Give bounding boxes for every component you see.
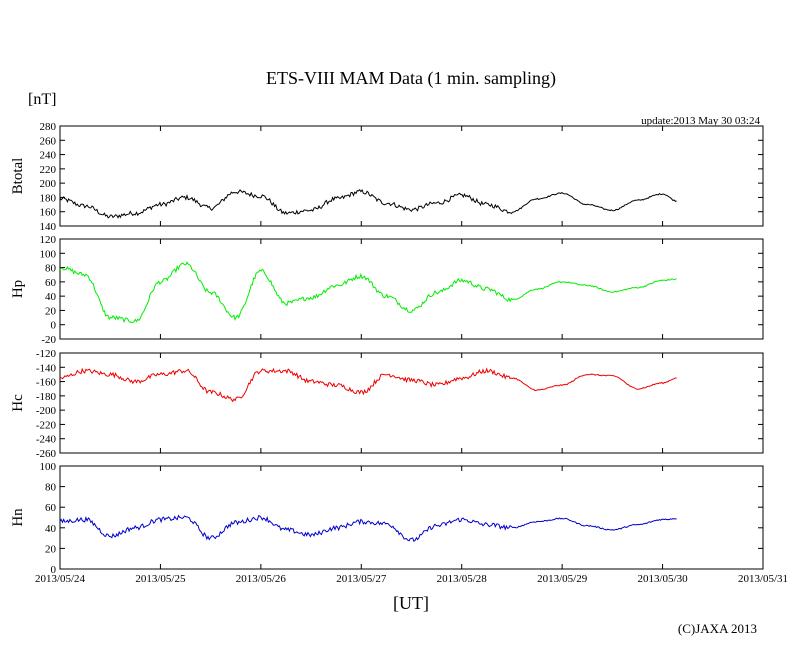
x-tick-label: 2013/05/30 — [638, 573, 689, 585]
y-tick-label: 100 — [40, 248, 57, 260]
y-tick-label: -20 — [41, 334, 56, 346]
panel-frame — [59, 352, 764, 454]
panel-frame — [59, 125, 764, 227]
y-tick-label: -120 — [36, 348, 57, 360]
x-tick-label: 2013/05/31 — [738, 573, 788, 585]
y-tick-label: 40 — [45, 523, 57, 535]
y-tick-label: -220 — [36, 419, 57, 431]
y-tick-label: 160 — [40, 207, 57, 219]
y-tick-label: -260 — [36, 448, 57, 460]
x-axis-label: [UT] — [393, 593, 429, 613]
panel-btotal: 140 160 180 200 220 240 260 280 Btotal — [10, 121, 764, 233]
panel-frame — [59, 465, 764, 570]
y-tick-label: 60 — [45, 277, 57, 289]
y-tick-label: 240 — [40, 150, 57, 162]
panel-hp: -20 0 20 40 60 80 100 120 Hp — [10, 234, 764, 346]
series-label-hp: Hp — [10, 280, 26, 298]
copyright-text: (C)JAXA 2013 — [678, 621, 757, 636]
y-tick-label: 280 — [40, 121, 57, 133]
x-tick-label: 2013/05/24 — [35, 573, 86, 585]
y-tick-label: 0 — [51, 320, 57, 332]
y-tick-label: 220 — [40, 164, 57, 176]
series-line-hn — [59, 514, 677, 542]
y-tick-label: 260 — [40, 135, 57, 147]
panel-hn: 0 20 40 60 80 100 Hn — [10, 461, 764, 576]
y-tick-label: 180 — [40, 192, 57, 204]
y-tick-label: 80 — [45, 263, 57, 275]
series-label-hc: Hc — [10, 394, 26, 412]
y-tick-label: 80 — [45, 482, 57, 494]
x-tick-label: 2013/05/26 — [236, 573, 287, 585]
y-tick-label: -200 — [36, 405, 57, 417]
x-tick-label: 2013/05/28 — [437, 573, 488, 585]
y-tick-label: -240 — [36, 434, 57, 446]
series-label-btotal: Btotal — [10, 158, 26, 195]
x-tick-label: 2013/05/25 — [135, 573, 186, 585]
series-label-hn: Hn — [10, 508, 26, 527]
series-line-btotal — [59, 188, 677, 219]
y-unit-label: [nT] — [28, 91, 56, 108]
y-tick-label: 100 — [40, 461, 57, 473]
y-tick-label: 140 — [40, 221, 57, 233]
y-tick-label: -180 — [36, 391, 57, 403]
y-tick-label: 40 — [45, 291, 57, 303]
panels-group: 140160180200220240260280Btotal-200204060… — [10, 121, 764, 576]
y-tick-label: 20 — [45, 543, 57, 555]
series-line-hp — [59, 261, 677, 324]
y-tick-label: 200 — [40, 178, 57, 190]
y-tick-label: 0 — [51, 564, 57, 576]
y-tick-label: 120 — [40, 234, 57, 246]
x-tick-label: 2013/05/27 — [336, 573, 387, 585]
panel-hc: -120 -140 -160 -180 -200 -220 -240 -260 Hc — [10, 348, 764, 460]
panel-frame — [59, 238, 764, 340]
series-line-hc — [60, 367, 677, 403]
y-tick-label: -160 — [36, 377, 57, 389]
x-axis-ticks: 2013/05/24 2013/05/25 2013/05/26 2013/05/27… — [35, 573, 788, 585]
y-tick-label: 20 — [45, 305, 57, 317]
update-timestamp: update:2013 May 30 03:24 — [641, 115, 760, 127]
x-tick-label: 2013/05/29 — [537, 573, 588, 585]
y-tick-label: -140 — [36, 362, 57, 374]
y-tick-label: 60 — [45, 502, 57, 514]
chart-title: ETS-VIII MAM Data (1 min. sampling) — [266, 68, 556, 89]
